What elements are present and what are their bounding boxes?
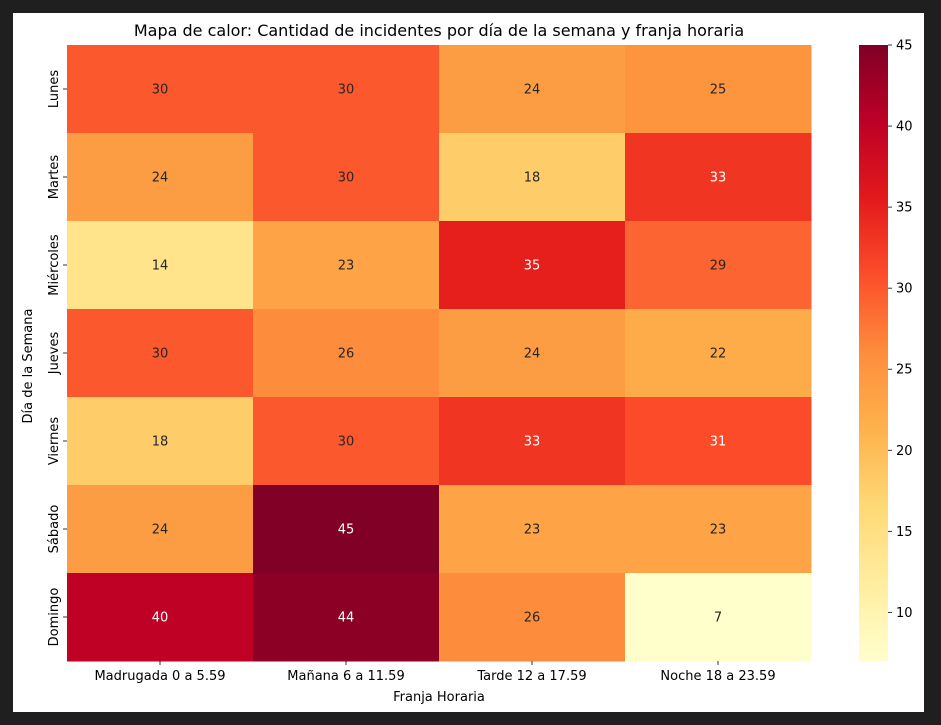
x-tick-label: Noche 18 a 23.59	[660, 669, 775, 684]
cell-value-label: 24	[524, 83, 541, 98]
cell-value-label: 35	[524, 259, 541, 274]
cell-value-label: 31	[710, 435, 727, 450]
colorbar-tick-label: 10	[896, 606, 913, 621]
y-tick-label: Miércoles	[47, 234, 62, 296]
heatmap-cell	[439, 133, 626, 222]
cell-value-label: 23	[338, 259, 355, 274]
colorbar-tick-label: 35	[896, 201, 913, 216]
y-axis-label: Día de la Semana	[21, 309, 36, 424]
heatmap-cell	[625, 133, 812, 222]
heatmap-chart: Mapa de calor: Cantidad de incidentes po…	[21, 21, 913, 705]
cell-value-label: 30	[338, 83, 355, 98]
colorbar: 10 15 20 25 30 35 40 45	[859, 39, 913, 661]
heatmap-cell	[67, 133, 254, 222]
cell-value-label: 7	[714, 611, 722, 626]
heatmap-cell	[253, 221, 440, 310]
colorbar-gradient	[859, 45, 888, 661]
x-axis-label: Franja Horaria	[393, 690, 485, 705]
cell-value-label: 23	[524, 523, 541, 538]
y-tick-label: Lunes	[47, 70, 62, 108]
heatmap-cell	[439, 221, 626, 310]
cell-value-label: 24	[152, 523, 169, 538]
cell-value-label: 25	[710, 83, 727, 98]
heatmap-cell	[625, 309, 812, 398]
heatmap-cell	[625, 397, 812, 486]
cell-value-label: 26	[338, 347, 355, 362]
cell-value-label: 44	[338, 611, 355, 626]
heatmap-cell	[253, 309, 440, 398]
x-tick-label: Madrugada 0 a 5.59	[94, 669, 225, 684]
y-tick-label: Viernes	[47, 417, 62, 466]
colorbar-tick-label: 40	[896, 120, 913, 135]
x-tick-label: Mañana 6 a 11.59	[287, 669, 404, 684]
y-tick-label: Martes	[47, 155, 62, 200]
cell-value-label: 29	[710, 259, 727, 274]
cell-value-label: 30	[338, 435, 355, 450]
heatmap-cell	[625, 221, 812, 310]
heatmap-cell	[253, 45, 440, 134]
cell-value-label: 24	[524, 347, 541, 362]
cell-value-label: 18	[152, 435, 169, 450]
heatmap-cell	[253, 133, 440, 222]
heatmap-cell	[625, 573, 812, 662]
x-axis: Madrugada 0 a 5.59 Mañana 6 a 11.59 Tarde …	[94, 661, 776, 684]
colorbar-tick-label: 20	[896, 444, 913, 459]
heatmap-cell	[625, 45, 812, 134]
heatmap-cell	[439, 45, 626, 134]
colorbar-tick-label: 15	[896, 525, 913, 540]
heatmap-cell	[67, 45, 254, 134]
cell-value-label: 18	[524, 171, 541, 186]
y-axis: Lunes Martes Miércoles Jueves Viernes Sábado D…	[47, 70, 67, 647]
heatmap-cell	[253, 485, 440, 574]
y-tick-label: Jueves	[47, 332, 62, 376]
cell-value-label: 30	[338, 171, 355, 186]
colorbar-tick-label: 25	[896, 363, 913, 378]
heatmap-cell	[625, 485, 812, 574]
heatmap-cell	[439, 485, 626, 574]
cell-value-label: 22	[710, 347, 727, 362]
heatmap-cell	[439, 573, 626, 662]
cell-value-label: 23	[710, 523, 727, 538]
y-tick-label: Sábado	[47, 505, 62, 554]
heatmap-cell	[439, 397, 626, 486]
heatmap-cell	[67, 309, 254, 398]
heatmap-cells: 30 30 24 25 24 30 18 33 14 23 35 29 30 26 24 22 18 30 33 31…	[67, 45, 812, 662]
cell-value-label: 30	[152, 83, 169, 98]
colorbar-tick-label: 45	[896, 39, 913, 54]
heatmap-cell	[67, 573, 254, 662]
heatmap-cell	[253, 397, 440, 486]
cell-value-label: 24	[152, 171, 169, 186]
heatmap-cell	[67, 221, 254, 310]
colorbar-tick-label: 30	[896, 282, 913, 297]
heatmap-cell	[439, 309, 626, 398]
cell-value-label: 33	[524, 435, 541, 450]
x-tick-label: Tarde 12 a 17.59	[476, 669, 586, 684]
cell-value-label: 14	[152, 259, 169, 274]
chart-title: Mapa de calor: Cantidad de incidentes po…	[134, 21, 744, 40]
cell-value-label: 30	[152, 347, 169, 362]
heatmap-cell	[67, 397, 254, 486]
y-tick-label: Domingo	[47, 588, 62, 647]
figure: Mapa de calor: Cantidad de incidentes po…	[13, 13, 924, 712]
cell-value-label: 26	[524, 611, 541, 626]
cell-value-label: 40	[152, 611, 169, 626]
cell-value-label: 33	[710, 171, 727, 186]
heatmap-cell	[67, 485, 254, 574]
heatmap-cell	[253, 573, 440, 662]
cell-value-label: 45	[338, 523, 355, 538]
